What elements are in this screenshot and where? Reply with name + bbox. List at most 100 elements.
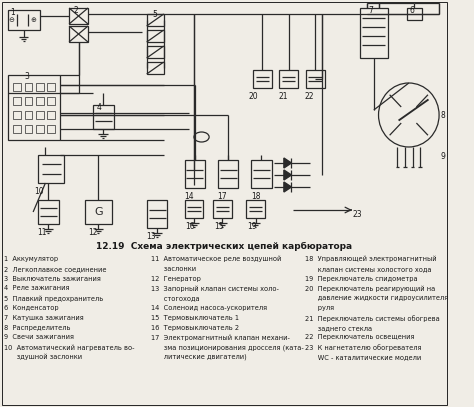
Bar: [184, 200, 203, 218]
Bar: [25, 125, 32, 133]
Bar: [47, 125, 55, 133]
Bar: [13, 97, 21, 105]
Text: 9  Свечи зажигания: 9 Свечи зажигания: [4, 335, 74, 340]
Text: ⊖: ⊖: [9, 17, 14, 23]
Text: 4: 4: [97, 103, 101, 112]
Bar: [8, 10, 40, 30]
Text: 22  Переключатель освещения: 22 Переключатель освещения: [305, 335, 414, 340]
Bar: [38, 155, 64, 183]
Text: 22: 22: [305, 92, 314, 101]
Bar: [8, 75, 60, 140]
Text: 5  Плавкий предохранитель: 5 Плавкий предохранитель: [4, 295, 103, 302]
Text: 2: 2: [74, 6, 79, 15]
Bar: [69, 26, 88, 42]
Text: 9: 9: [440, 152, 445, 161]
Text: клапан системы холостого хода: клапан системы холостого хода: [305, 266, 431, 272]
Text: 13: 13: [146, 232, 156, 241]
Bar: [251, 160, 272, 188]
Text: 19  Переключатель спидометра: 19 Переключатель спидометра: [305, 276, 417, 282]
Text: давление жидкости гидроусилителя: давление жидкости гидроусилителя: [305, 295, 448, 301]
Bar: [93, 105, 114, 129]
Text: 12: 12: [88, 228, 98, 237]
Bar: [184, 160, 205, 188]
Circle shape: [379, 83, 439, 147]
Text: литические двигатели): литические двигатели): [151, 354, 247, 361]
Bar: [25, 83, 32, 91]
Text: 17  Электромагнитный клапан механи-: 17 Электромагнитный клапан механи-: [151, 335, 290, 341]
Ellipse shape: [194, 132, 209, 142]
Text: 21: 21: [278, 92, 288, 101]
Bar: [146, 14, 164, 26]
Text: 1: 1: [10, 8, 15, 17]
Text: 2  Легкоплавкое соединение: 2 Легкоплавкое соединение: [4, 266, 106, 272]
Text: 14: 14: [184, 192, 194, 201]
Bar: [360, 8, 388, 58]
Bar: [38, 200, 59, 224]
Bar: [36, 125, 44, 133]
Text: 17: 17: [218, 192, 227, 201]
Text: 12  Генератор: 12 Генератор: [151, 276, 201, 282]
Text: 23  К нагнетателю обогревателя: 23 К нагнетателю обогревателя: [305, 344, 421, 351]
Text: заднего стекла: заднего стекла: [305, 325, 372, 330]
Text: 5: 5: [152, 10, 157, 19]
Bar: [246, 200, 265, 218]
Bar: [47, 83, 55, 91]
Text: 16: 16: [185, 222, 195, 231]
Text: 4  Реле зажигания: 4 Реле зажигания: [4, 285, 69, 291]
Text: 8  Распределитель: 8 Распределитель: [4, 325, 70, 330]
Text: 7: 7: [368, 6, 373, 15]
Text: здушной заслонки: здушной заслонки: [4, 354, 82, 361]
Bar: [13, 111, 21, 119]
Text: 20: 20: [249, 92, 258, 101]
Bar: [36, 97, 44, 105]
Bar: [146, 46, 164, 58]
Bar: [85, 200, 112, 224]
Text: заслонки: заслонки: [151, 266, 197, 272]
Text: 7  Катушка зажигания: 7 Катушка зажигания: [4, 315, 83, 321]
Bar: [253, 70, 272, 88]
Text: 12.19  Схема электрических цепей карбюратора: 12.19 Схема электрических цепей карбюрат…: [96, 242, 352, 251]
Text: 21  Переключатель системы обогрева: 21 Переключатель системы обогрева: [305, 315, 439, 322]
Text: ⊕: ⊕: [30, 17, 36, 23]
Polygon shape: [284, 182, 292, 192]
Text: 11  Автоматическое реле воздушной: 11 Автоматическое реле воздушной: [151, 256, 282, 263]
Polygon shape: [284, 170, 292, 180]
Text: 3  Выключатель зажигания: 3 Выключатель зажигания: [4, 276, 100, 282]
Bar: [146, 62, 164, 74]
Text: 11: 11: [37, 228, 46, 237]
Bar: [69, 8, 88, 24]
Text: 14  Соленоид насоса-ускорителя: 14 Соленоид насоса-ускорителя: [151, 305, 267, 311]
Text: 19: 19: [247, 222, 256, 231]
Polygon shape: [284, 158, 292, 168]
Text: зма позиционирования дросселя (ката-: зма позиционирования дросселя (ката-: [151, 344, 304, 351]
Text: 8: 8: [440, 111, 445, 120]
Text: 15: 15: [214, 222, 223, 231]
Text: 3: 3: [25, 72, 29, 81]
Bar: [47, 97, 55, 105]
Text: 23: 23: [353, 210, 363, 219]
Text: 10: 10: [34, 187, 44, 196]
Text: руля: руля: [305, 305, 334, 311]
Bar: [218, 160, 238, 188]
Bar: [407, 8, 422, 20]
Bar: [47, 111, 55, 119]
Text: 6  Конденсатор: 6 Конденсатор: [4, 305, 58, 311]
Bar: [13, 125, 21, 133]
Text: G: G: [94, 207, 103, 217]
Text: 10  Автоматический нагреватель во-: 10 Автоматический нагреватель во-: [4, 344, 134, 351]
Text: 18: 18: [251, 192, 260, 201]
Bar: [13, 83, 21, 91]
Text: WC - каталитические модели: WC - каталитические модели: [305, 354, 421, 360]
Bar: [25, 97, 32, 105]
Text: стогохода: стогохода: [151, 295, 200, 301]
Text: 1  Аккумулятор: 1 Аккумулятор: [4, 256, 58, 262]
Bar: [36, 83, 44, 91]
Bar: [36, 111, 44, 119]
Bar: [306, 70, 325, 88]
Text: 20  Переключатель реагирующий на: 20 Переключатель реагирующий на: [305, 285, 435, 292]
Text: 13  Запорный клапан системы холо-: 13 Запорный клапан системы холо-: [151, 285, 279, 292]
Text: 6: 6: [410, 6, 415, 15]
Bar: [25, 111, 32, 119]
Bar: [213, 200, 232, 218]
Text: 18  Управляющей электромагнитный: 18 Управляющей электромагнитный: [305, 256, 437, 263]
